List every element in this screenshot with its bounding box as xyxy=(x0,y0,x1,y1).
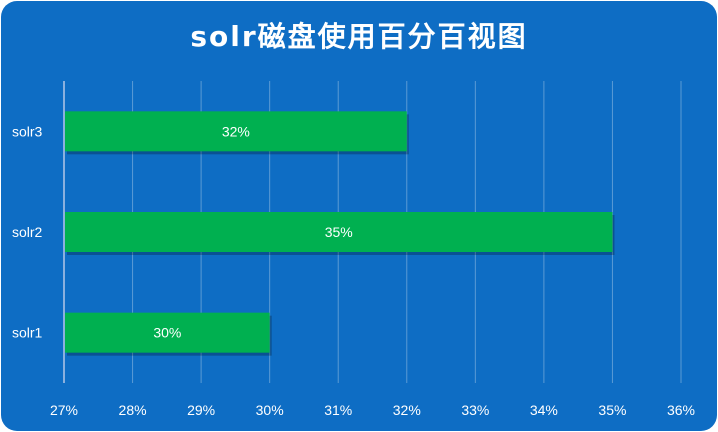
data-label: 30% xyxy=(153,325,181,341)
category-label: solr3 xyxy=(12,123,43,139)
x-tick-label: 32% xyxy=(393,402,421,418)
x-tick-label: 29% xyxy=(187,402,215,418)
x-tick-label: 30% xyxy=(256,402,284,418)
x-tick-label: 36% xyxy=(667,402,695,418)
category-label: solr2 xyxy=(12,224,43,240)
x-tick-label: 31% xyxy=(324,402,352,418)
category-label: solr1 xyxy=(12,325,43,341)
data-label: 32% xyxy=(222,123,250,139)
x-tick-label: 27% xyxy=(50,402,78,418)
x-tick-label: 33% xyxy=(461,402,489,418)
x-tick-label: 34% xyxy=(530,402,558,418)
data-label: 35% xyxy=(325,224,353,240)
x-tick-label: 35% xyxy=(598,402,626,418)
x-tick-label: 28% xyxy=(119,402,147,418)
